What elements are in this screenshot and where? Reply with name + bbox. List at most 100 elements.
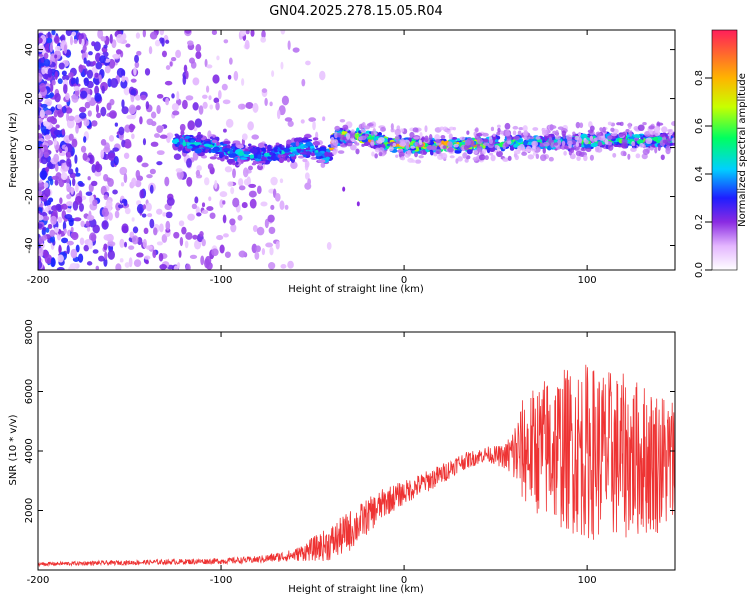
spectral-halo-blob — [642, 121, 647, 126]
spectral-halo-blob — [400, 156, 406, 161]
spectral-halo-blob — [542, 147, 546, 154]
spectral-noise-blob — [38, 72, 43, 83]
spectral-halo-blob — [539, 142, 544, 147]
spectral-noise-blob — [94, 163, 103, 173]
spectral-noise-blob — [216, 55, 220, 61]
spectral-noise-blob — [121, 69, 126, 77]
spectral-noise-blob — [254, 251, 260, 260]
spectral-noise-blob — [142, 138, 147, 146]
spectral-noise-blob — [49, 235, 55, 243]
spectral-ridge-blob — [286, 139, 293, 145]
spectral-noise-blob — [80, 90, 88, 99]
spectral-noise-blob — [133, 66, 137, 76]
spectral-noise-blob — [70, 150, 74, 157]
snr-ytick-label: 8000 — [24, 319, 35, 344]
spectral-halo-blob — [370, 131, 374, 136]
spectral-noise-blob — [68, 72, 74, 78]
spectral-ridge-blob — [363, 142, 368, 146]
spectral-ridge-blob — [203, 143, 211, 147]
spectral-noise-blob — [45, 227, 50, 233]
spectral-noise-blob — [250, 30, 255, 37]
spectral-halo-blob — [418, 155, 424, 159]
spectral-halo-blob — [633, 125, 639, 131]
spectral-noise-blob — [82, 45, 87, 52]
spectral-noise-blob — [222, 200, 226, 205]
spectral-noise-blob — [161, 50, 168, 58]
spectral-noise-blob — [238, 250, 247, 258]
spectral-outlier-point — [342, 186, 346, 192]
spectral-noise-blob — [232, 168, 236, 179]
spectral-ridge-blob — [209, 156, 218, 160]
spectral-noise-blob — [48, 210, 52, 215]
spectral-ridge-blob — [320, 162, 326, 168]
spectral-noise-blob — [68, 265, 76, 270]
spectral-noise-blob — [63, 44, 68, 55]
spectral-noise-blob — [229, 218, 236, 226]
spectral-noise-blob — [128, 124, 136, 131]
spectral-noise-blob — [135, 94, 141, 101]
spectral-noise-blob — [79, 237, 85, 246]
spectral-halo-blob — [554, 135, 561, 140]
spectral-halo-blob — [547, 139, 555, 143]
spectral-ridge-blob — [261, 147, 266, 152]
spectral-noise-blob — [107, 249, 115, 260]
spectrogram-ylabel: Frequency (Hz) — [8, 112, 19, 188]
spectral-ridge-blob — [180, 130, 185, 136]
spectral-noise-blob — [141, 162, 149, 168]
spectral-noise-blob — [218, 89, 222, 100]
spectral-noise-blob — [83, 118, 90, 127]
spectral-noise-blob — [85, 191, 93, 196]
spectral-noise-blob — [245, 30, 250, 35]
spectral-halo-blob — [381, 143, 386, 149]
spectral-noise-blob — [38, 37, 43, 44]
spectral-noise-blob — [185, 70, 189, 80]
spectral-noise-blob — [58, 62, 65, 70]
spectral-noise-blob — [159, 30, 165, 36]
spectral-noise-blob — [182, 99, 188, 110]
spectral-ridge-blob — [305, 147, 311, 151]
spectral-noise-blob — [165, 97, 170, 106]
spectral-noise-blob — [103, 194, 108, 200]
spectral-noise-blob — [230, 186, 235, 195]
spectral-noise-blob — [182, 74, 187, 85]
spectral-noise-blob — [196, 212, 202, 217]
spectral-noise-blob — [88, 239, 93, 250]
spectral-noise-blob — [89, 232, 97, 243]
spectral-halo-blob — [585, 147, 592, 152]
spectral-noise-blob — [144, 68, 151, 76]
spectral-noise-blob — [270, 176, 278, 186]
spectral-halo-blob — [563, 150, 567, 156]
spectral-ridge-blob — [224, 155, 229, 160]
spectral-noise-blob — [159, 263, 168, 270]
spectral-noise-blob — [145, 202, 152, 212]
spectral-ridge-blob — [318, 146, 327, 152]
spectral-noise-blob — [43, 120, 51, 127]
spectral-halo-blob — [549, 124, 554, 131]
spectral-halo-blob — [472, 156, 479, 162]
spectral-halo-blob — [644, 130, 651, 137]
spectral-noise-blob — [131, 217, 135, 222]
spectral-noise-blob — [238, 185, 246, 191]
spectral-noise-blob — [123, 86, 130, 96]
spectral-noise-blob — [304, 172, 310, 180]
spectral-noise-blob — [40, 156, 49, 165]
spectral-noise-blob — [38, 160, 41, 170]
spectral-halo-blob — [572, 131, 576, 136]
spectral-halo-blob — [464, 139, 471, 146]
spectrogram-xtick-label: -200 — [27, 275, 50, 286]
spectral-halo-blob — [409, 131, 415, 138]
spectral-noise-blob — [260, 36, 267, 43]
spectral-noise-blob — [74, 172, 81, 177]
spectral-halo-blob — [414, 159, 422, 164]
spectral-ridge-blob — [377, 132, 382, 136]
spectral-noise-blob — [136, 50, 142, 56]
spectral-noise-blob — [120, 182, 125, 187]
spectral-noise-blob — [118, 126, 125, 136]
spectral-halo-blob — [521, 151, 528, 156]
spectral-noise-blob — [44, 134, 51, 140]
spectral-halo-blob — [476, 147, 482, 152]
spectral-halo-blob — [576, 155, 581, 162]
spectral-noise-blob — [94, 170, 102, 177]
spectral-noise-blob — [161, 234, 168, 243]
spectral-noise-blob — [222, 233, 229, 238]
